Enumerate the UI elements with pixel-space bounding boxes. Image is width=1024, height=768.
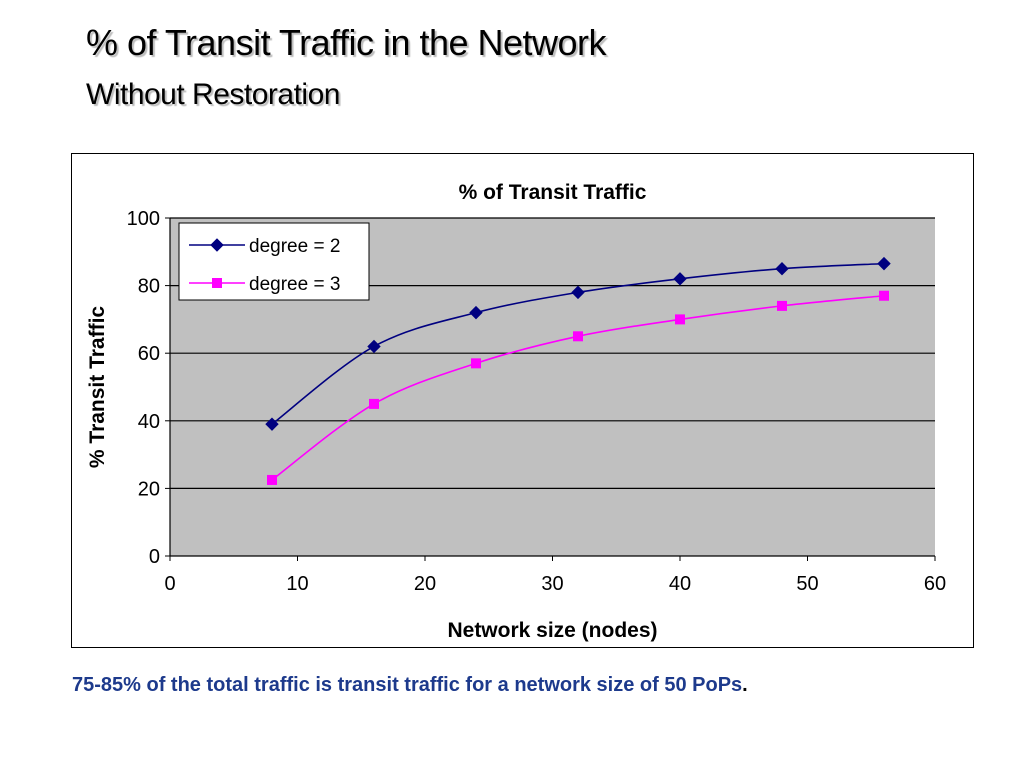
caption-period: . <box>742 674 748 696</box>
legend-marker-1 <box>210 238 224 252</box>
y-tick-label: 100 <box>127 208 160 230</box>
legend-label-1: degree = 2 <box>249 236 340 257</box>
y-tick-label: 20 <box>138 478 160 500</box>
chart-title: % of Transit Traffic <box>459 181 647 204</box>
series-2-point <box>879 290 889 301</box>
series-1-point <box>877 256 891 271</box>
series-2-point <box>267 474 277 485</box>
y-axis-label: % Transit Traffic <box>86 306 109 469</box>
series-2-point <box>471 358 481 369</box>
x-tick-label: 10 <box>286 573 308 595</box>
series-2-point <box>573 331 583 342</box>
series-1-point <box>265 417 279 431</box>
legend-label-2: degree = 3 <box>249 274 340 295</box>
x-tick-label: 30 <box>541 573 563 595</box>
y-tick-label: 0 <box>149 546 160 568</box>
y-tick-label: 60 <box>138 343 160 365</box>
slide-subtitle: Without Restoration <box>86 78 340 111</box>
legend-box <box>178 222 370 301</box>
x-axis-label: Network size (nodes) <box>447 619 657 642</box>
x-tick-label: 20 <box>414 573 436 595</box>
series-1-point <box>571 285 585 300</box>
series-2-point <box>675 314 685 325</box>
x-tick-label: 50 <box>796 573 818 595</box>
series-1-point <box>469 305 483 320</box>
transit-traffic-chart: 0 20 40 60 80 100 0 10 20 30 40 50 60 % of Transit Tr… <box>86 181 946 642</box>
x-tick-label: 60 <box>924 573 946 595</box>
y-tick-label: 80 <box>138 276 160 298</box>
slide-title: % of Transit Traffic in the Network <box>86 22 607 63</box>
y-tick-label: 40 <box>138 411 160 433</box>
caption-text: 75-85% of the total traffic is transit t… <box>72 674 743 696</box>
series-2-point <box>369 398 379 409</box>
series-1-point <box>775 261 789 276</box>
legend-marker-2 <box>212 278 222 288</box>
caption: 75-85% of the total traffic is transit t… <box>72 674 748 697</box>
series-2-point <box>777 300 787 311</box>
series-1-point <box>367 339 381 354</box>
series-1-point <box>673 272 687 286</box>
x-tick-label: 40 <box>669 573 691 595</box>
x-tick-label: 0 <box>164 573 175 595</box>
